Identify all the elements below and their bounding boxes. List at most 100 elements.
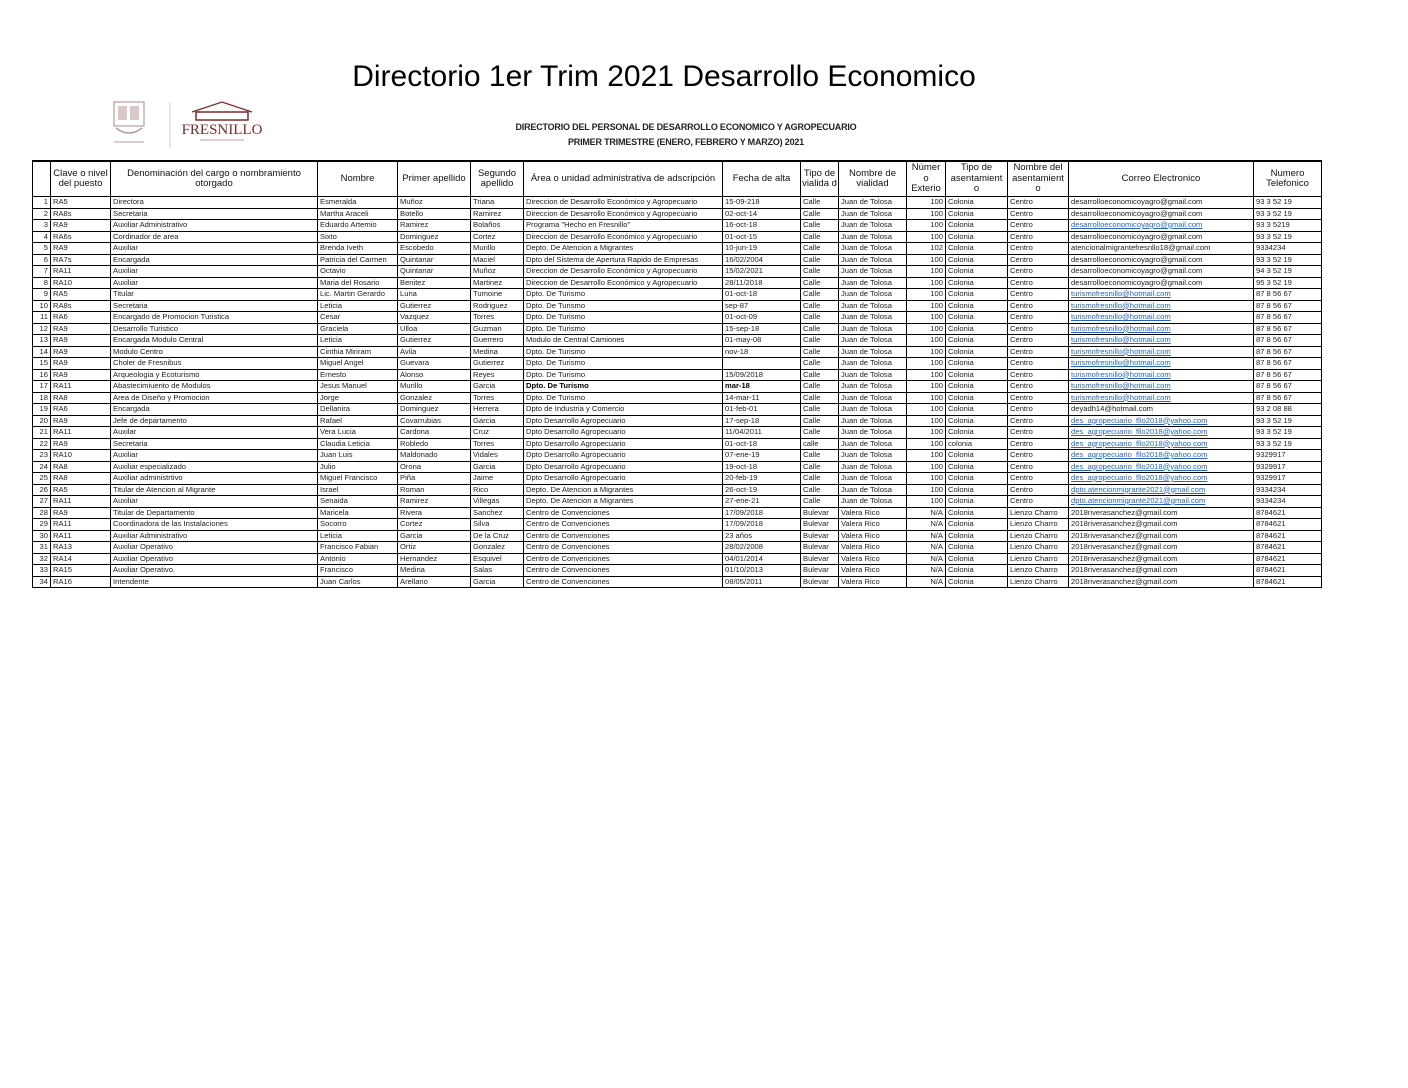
cell-tipo-asentamiento: Colonia [945, 345, 1008, 358]
email-link[interactable]: desarrolloeconomicoyagro@gmail.com [1071, 220, 1203, 229]
cell-tipo-vialidad: Calle [800, 483, 839, 496]
cell-nombre-asentamiento: Lienzo Charro [1007, 529, 1069, 542]
cell-row-number: 32 [32, 552, 51, 565]
table-row: 27 RA11 Auxiliar Senaida Ramirez Villegas Dept… [32, 495, 1322, 508]
cell-nombre: Maria del Rosario [317, 276, 398, 289]
cell-area: Dpto. De Turismo [523, 345, 723, 358]
email-link[interactable]: turismofresnillo@hotmail.com [1071, 381, 1171, 390]
cell-correo: turismofresnillo@hotmail.com [1068, 322, 1254, 335]
cell-segundo-apellido: Gonzalez [470, 541, 524, 554]
cell-nombre-vialidad: Juan de Tolosa [838, 460, 907, 473]
cell-tipo-vialidad: Calle [800, 311, 839, 324]
cell-telefono: 93 2 08 88 [1253, 403, 1322, 416]
cell-nombre-vialidad: Juan de Tolosa [838, 334, 907, 347]
cell-telefono: 87 8 56 67 [1253, 299, 1322, 312]
table-row: 16 RA9 Arqueologia y Ecoturismo Ernesto Alon… [32, 368, 1322, 381]
cell-segundo-apellido: Muñoz [470, 265, 524, 278]
email-link[interactable]: turismofresnillo@hotmail.com [1071, 289, 1171, 298]
cell-tipo-vialidad: Bulevar [800, 518, 839, 531]
cell-segundo-apellido: Torres [470, 437, 524, 450]
email-link[interactable]: dpto.atencionmigrante2021@gmail.com [1071, 496, 1206, 505]
cell-area: Dpto. De Turismo [523, 288, 723, 301]
email-link[interactable]: des_agropecuario_fllo2018@yahoo.com [1071, 450, 1208, 459]
cell-segundo-apellido: Cruz [470, 426, 524, 439]
cell-fecha-alta: 23 años [722, 529, 801, 542]
cell-cargo: Encargada [110, 253, 318, 266]
table-row: 4 RA6s Cordinador de area Sixto Dominguez Cor… [32, 230, 1322, 243]
cell-row-number: 13 [32, 334, 51, 347]
cell-nombre-asentamiento: Centro [1007, 345, 1069, 358]
cell-fecha-alta: 04/01/2014 [722, 552, 801, 565]
cell-tipo-vialidad: Calle [800, 242, 839, 255]
cell-row-number: 18 [32, 391, 51, 404]
email-link[interactable]: turismofresnillo@hotmail.com [1071, 369, 1171, 379]
cell-nombre-asentamiento: Centro [1007, 322, 1069, 335]
cell-area: Dpto Desarrollo Agropecuario [523, 460, 723, 473]
cell-area: Depto. De Atencion a Migrantes [523, 242, 723, 255]
cell-area: Direccion de Desarrollo Económico y Agro… [523, 230, 723, 243]
email-link[interactable]: turismofresnillo@hotmail.com [1071, 392, 1171, 402]
cell-fecha-alta: 10-jun-19 [722, 242, 801, 255]
cell-nombre-asentamiento: Centro [1007, 311, 1069, 324]
cell-telefono: 87 8 56 67 [1253, 311, 1322, 324]
email-link[interactable]: turismofresnillo@hotmail.com [1071, 335, 1171, 344]
cell-nombre: Maricela [317, 506, 398, 519]
email-link[interactable]: des_agropecuario_fllo2018@yahoo.com [1071, 415, 1208, 425]
cell-nombre: Cesar [317, 311, 398, 324]
email-link[interactable]: des_agropecuario_fllo2018@yahoo.com [1071, 427, 1208, 436]
cell-fecha-alta: 20-feb-19 [722, 472, 801, 485]
cell-tipo-vialidad: Bulevar [800, 552, 839, 565]
cell-numero-exterior: 100 [906, 368, 946, 381]
cell-tipo-asentamiento: Colonia [945, 391, 1008, 404]
cell-row-number: 8 [32, 276, 51, 289]
cell-nombre-asentamiento: Centro [1007, 483, 1069, 496]
cell-correo: turismofresnillo@hotmail.com [1068, 334, 1254, 347]
table-row: 21 RA11 Auxilar Vera Lucia Cardona Cruz Dpto D… [32, 426, 1322, 439]
cell-tipo-vialidad: Calle [800, 322, 839, 335]
cell-tipo-vialidad: Calle [800, 403, 839, 416]
cell-correo: des_agropecuario_fllo2018@yahoo.com [1068, 460, 1254, 473]
email-link[interactable]: des_agropecuario_fllo2018@yahoo.com [1071, 461, 1208, 471]
cell-primer-apellido: Guevara [397, 357, 471, 370]
email-link[interactable]: turismofresnillo@hotmail.com [1071, 300, 1171, 310]
header-nombre: Nombre [317, 160, 398, 197]
email-link[interactable]: turismofresnillo@hotmail.com [1071, 358, 1171, 367]
cell-numero-exterior: 100 [906, 196, 946, 209]
email-link[interactable]: dpto.atencionmigrante2021@gmail.com [1071, 484, 1206, 494]
cell-area: Depto. De Atencion a Migrantes [523, 483, 723, 496]
email-link[interactable]: turismofresnillo@hotmail.com [1071, 346, 1171, 356]
cell-correo: 2018riverasanchez@gmail.com [1068, 518, 1254, 531]
cell-segundo-apellido: Tumoine [470, 288, 524, 301]
cell-segundo-apellido: De la Cruz [470, 529, 524, 542]
cell-clave: RA9 [50, 368, 111, 381]
email-link[interactable]: des_agropecuario_fllo2018@yahoo.com [1071, 473, 1208, 482]
email-link[interactable]: turismofresnillo@hotmail.com [1071, 323, 1171, 333]
cell-clave: RA7s [50, 253, 111, 266]
cell-area: Dpto. De Turismo [523, 299, 723, 312]
cell-area: Modulo de Central Camiones [523, 334, 723, 347]
cell-primer-apellido: Quintanar [397, 265, 471, 278]
cell-row-number: 3 [32, 219, 51, 232]
cell-nombre-vialidad: Juan de Tolosa [838, 380, 907, 393]
cell-nombre-vialidad: Valera Rico [838, 518, 907, 531]
cell-telefono: 87 8 56 67 [1253, 380, 1322, 393]
cell-row-number: 15 [32, 357, 51, 370]
cell-row-number: 1 [32, 196, 51, 209]
cell-tipo-vialidad: Bulevar [800, 575, 839, 588]
cell-telefono: 93 3 52 19 [1253, 414, 1322, 427]
cell-fecha-alta: 14-mar-11 [722, 391, 801, 404]
cell-correo: des_agropecuario_fllo2018@yahoo.com [1068, 437, 1254, 450]
cell-row-number: 5 [32, 242, 51, 255]
cell-area: Dpto Desarrollo Agropecuario [523, 426, 723, 439]
email-link[interactable]: des_agropecuario_fllo2018@yahoo.com [1071, 438, 1208, 448]
cell-nombre-vialidad: Juan de Tolosa [838, 265, 907, 278]
cell-nombre-vialidad: Juan de Tolosa [838, 253, 907, 266]
cell-telefono: 93 3 52 19 [1253, 196, 1322, 209]
email-link[interactable]: turismofresnillo@hotmail.com [1071, 312, 1171, 321]
cell-area: Dpto Desarrollo Agropecuario [523, 414, 723, 427]
cell-primer-apellido: Piña [397, 472, 471, 485]
cell-numero-exterior: 100 [906, 288, 946, 301]
cell-area: Centro de Convenciones [523, 564, 723, 577]
cell-tipo-asentamiento: Colonia [945, 230, 1008, 243]
cell-cargo: Auxiliar [110, 242, 318, 255]
